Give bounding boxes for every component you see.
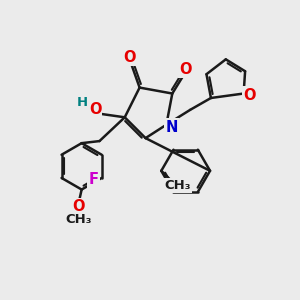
Text: O: O [72, 199, 85, 214]
Text: O: O [179, 62, 192, 77]
Text: O: O [123, 50, 135, 65]
Text: N: N [166, 120, 178, 135]
Text: O: O [89, 102, 101, 117]
Text: F: F [88, 172, 98, 187]
Text: H: H [77, 96, 88, 109]
Text: O: O [243, 88, 256, 103]
Text: CH₃: CH₃ [65, 213, 92, 226]
Text: CH₃: CH₃ [164, 179, 191, 192]
